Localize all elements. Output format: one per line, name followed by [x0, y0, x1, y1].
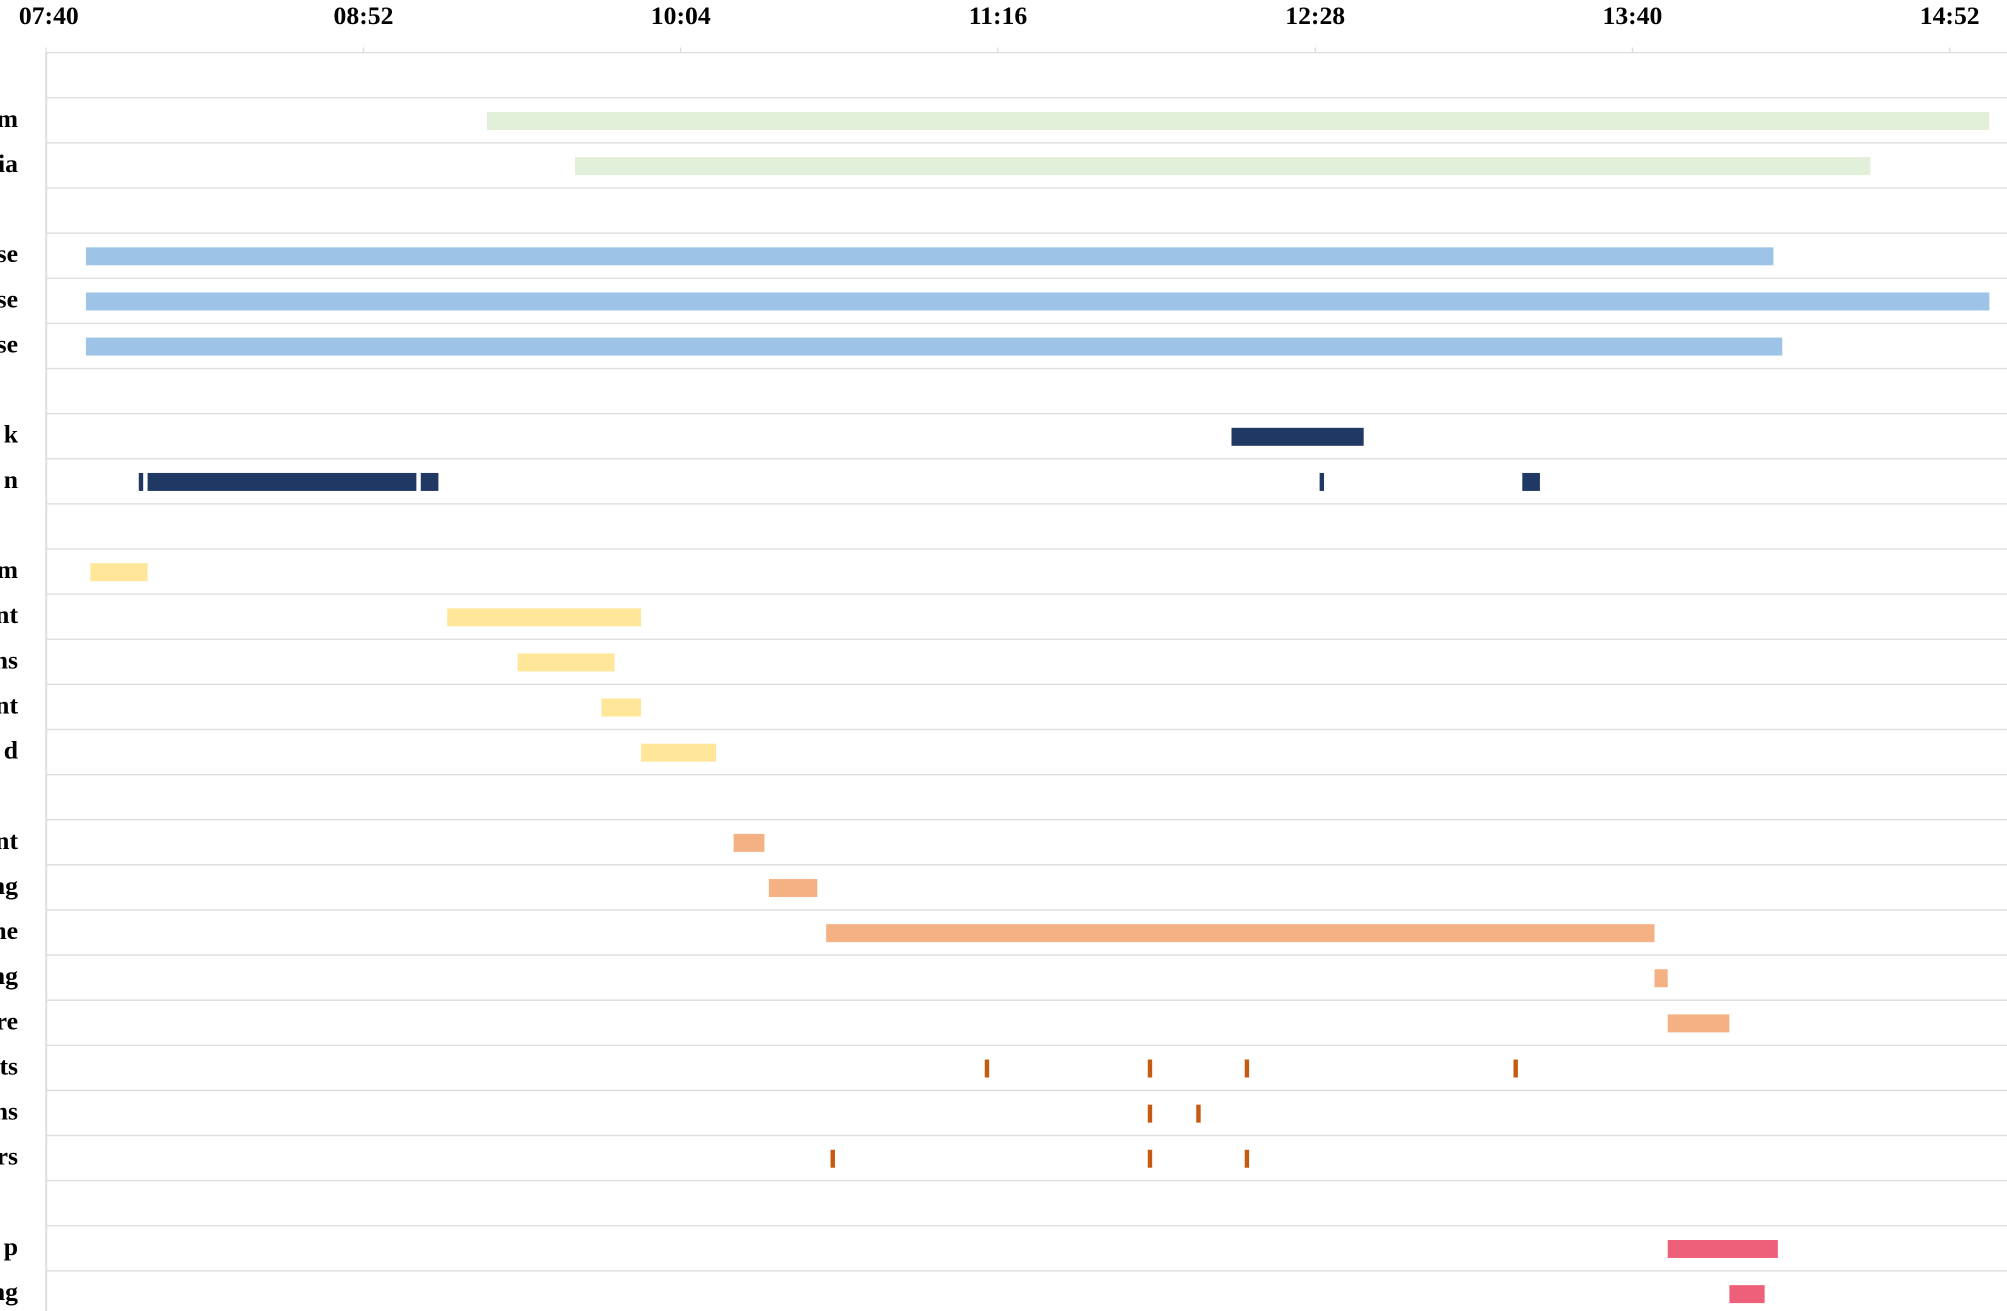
- bar: [1147, 1149, 1153, 1168]
- bar: [1244, 1149, 1250, 1168]
- bar: [1667, 1014, 1730, 1033]
- bar: [641, 743, 716, 762]
- bar: [984, 1059, 990, 1078]
- bar: [147, 472, 417, 491]
- bar: [486, 111, 1990, 130]
- row-label: m: [0, 555, 18, 584]
- row-label: nt: [0, 690, 18, 719]
- x-tick-label: 08:52: [334, 1, 394, 30]
- bar: [447, 608, 642, 627]
- bar: [830, 1149, 835, 1168]
- bar: [517, 653, 615, 672]
- bar: [85, 337, 1783, 356]
- row-label: se: [0, 284, 18, 313]
- x-tick-label: 07:40: [19, 1, 79, 30]
- bar: [826, 924, 1655, 943]
- bar: [1231, 427, 1364, 446]
- bar: [1654, 969, 1668, 988]
- bar: [768, 879, 818, 898]
- row-label: d: [4, 736, 18, 765]
- row-label: ns: [0, 1097, 18, 1126]
- bar: [1513, 1059, 1518, 1078]
- x-tick-label: 10:04: [651, 1, 711, 30]
- row-label: ia: [0, 149, 18, 178]
- bar: [733, 833, 765, 852]
- x-tick-label: 14:52: [1920, 1, 1980, 30]
- row-label: n: [4, 465, 18, 494]
- bar: [1147, 1104, 1153, 1123]
- bar: [1729, 1285, 1765, 1304]
- bar: [1667, 1240, 1778, 1258]
- bar: [601, 698, 642, 717]
- x-tick-label: 13:40: [1603, 1, 1663, 30]
- bar: [90, 563, 148, 582]
- row-label: ns: [0, 645, 18, 674]
- row-label: nt: [0, 826, 18, 855]
- row-label: se: [0, 239, 18, 268]
- row-label: ng: [0, 961, 18, 990]
- bar: [1196, 1104, 1201, 1123]
- row-label: nt: [0, 600, 18, 629]
- bar: [85, 247, 1774, 266]
- bar: [1244, 1059, 1250, 1078]
- row-label: m: [0, 104, 18, 133]
- bar: [1147, 1059, 1153, 1078]
- row-label: se: [0, 329, 18, 358]
- bar: [420, 472, 439, 491]
- bar: [138, 472, 144, 491]
- bar: [85, 292, 1990, 311]
- row-label: ng: [0, 871, 18, 900]
- row-label: re: [0, 1006, 18, 1035]
- row-label: ng: [0, 1277, 18, 1306]
- row-label: rs: [0, 1142, 18, 1171]
- row-label: p: [4, 1232, 18, 1261]
- bar: [574, 157, 1871, 176]
- x-tick-label: 12:28: [1285, 1, 1345, 30]
- row-label: ne: [0, 916, 18, 945]
- bar: [1319, 472, 1325, 491]
- row-label: k: [4, 420, 19, 449]
- row-label: ts: [0, 1051, 18, 1080]
- x-tick-label: 11:16: [969, 1, 1028, 30]
- bar: [1522, 472, 1540, 491]
